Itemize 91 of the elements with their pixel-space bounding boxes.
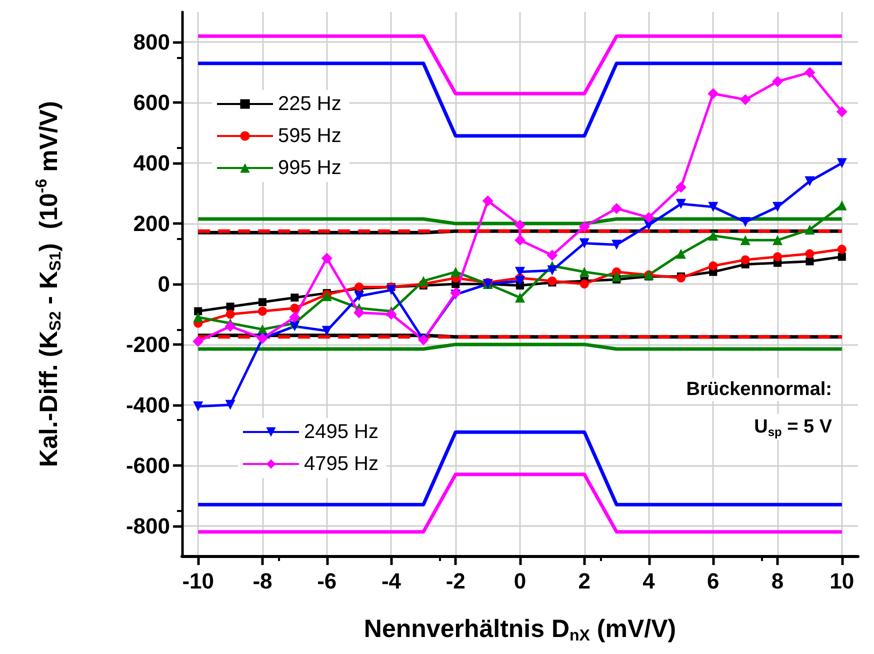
point [838,252,846,261]
point [708,88,719,100]
point [226,302,234,311]
point [773,252,782,262]
point [772,76,784,88]
x-tick-label: 4 [642,568,656,594]
y-tick-label: 200 [133,211,170,236]
point [548,276,557,286]
point [386,285,396,296]
point [740,94,751,106]
point [772,235,783,246]
point [193,401,204,412]
point [708,261,718,270]
point [289,312,300,323]
point [482,195,494,206]
point [193,312,204,322]
point [740,255,750,264]
y-tick-label: -800 [126,513,170,538]
point [611,202,622,214]
y-tick-label: -400 [126,392,170,418]
point [354,291,364,302]
legend-label: 4795 Hz [304,453,378,475]
point [322,326,332,336]
y-tick-label: 600 [133,90,170,116]
point [676,198,686,209]
annotation: Brückennormal: [686,379,832,400]
x-tick-label: -8 [252,568,272,594]
y-tick-label: 0 [158,272,170,296]
point [450,266,461,277]
legend-label: 995 Hz [278,157,342,179]
point [836,158,847,168]
y-tick-label: 800 [133,30,170,55]
point [643,212,654,224]
y-axis-title: Kal.-Diff. (KS2 - KS1) (10-6 mV/V) [34,101,64,467]
point [192,336,204,347]
x-tick-label: 8 [771,568,784,594]
point [226,310,235,319]
point [386,308,397,320]
point [804,176,815,186]
x-tick-label: 0 [514,568,526,594]
point [612,240,622,250]
point [708,202,718,212]
x-tick-label: -6 [317,568,337,594]
point [676,248,686,259]
y-tick-label: 400 [133,150,170,176]
point [418,276,428,286]
point [514,220,526,231]
point [579,238,590,248]
point [804,66,816,78]
x-tick-label: 10 [830,568,854,594]
legend-label: 225 Hz [278,93,342,115]
x-tick-label: 6 [707,568,720,594]
point [675,182,686,193]
point [836,106,848,118]
point [804,224,815,235]
point [578,221,590,232]
point [290,294,299,302]
x-tick-label: -2 [446,568,466,594]
point [321,252,332,264]
y-tick-label: -200 [126,332,170,357]
point [806,257,814,266]
point [580,280,589,288]
y-tick-label: -600 [126,452,170,478]
point [836,200,847,210]
point [740,235,750,246]
point [805,249,814,258]
x-tick-label: 2 [578,568,591,594]
point [354,307,365,318]
point [579,266,590,277]
point [225,400,236,410]
point [224,320,236,332]
point [546,250,558,261]
point [258,298,266,306]
point [290,304,300,313]
point [514,234,526,246]
point [612,271,622,282]
point [194,307,202,316]
point [837,244,846,254]
point [740,217,750,228]
point [515,276,525,286]
x-tick-label: -4 [381,568,402,594]
point [708,230,718,241]
point [290,321,300,332]
point [258,306,267,316]
legend-label: 595 Hz [278,125,342,147]
point [772,202,783,212]
point [547,265,558,276]
x-tick-label: -10 [182,568,214,594]
point [515,292,525,303]
point [515,266,525,277]
legend-label: 2495 Hz [304,421,378,443]
